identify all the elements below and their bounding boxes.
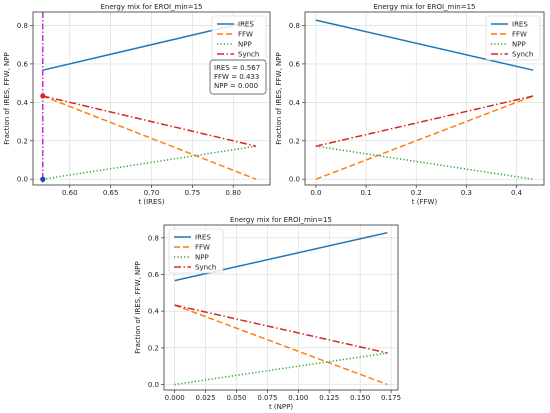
x-tick-label: 0.000	[165, 394, 185, 402]
y-tick-label: 0.6	[289, 60, 301, 68]
x-tick-label: 0.75	[185, 189, 201, 197]
y-tick-label: 0.4	[148, 308, 160, 316]
y-tick-label: 0.8	[289, 22, 300, 30]
y-tick-label: 0.4	[17, 99, 29, 107]
series-line-npp	[315, 145, 534, 180]
y-tick-label: 0.4	[289, 99, 301, 107]
chart-1: 0.60 0.65 0.70 0.75 0.80 0.0 0.2 0.4 0.6 0.8 Energ…	[3, 3, 271, 206]
x-tick-label: 0.050	[226, 394, 246, 402]
legend: IRES FFW NPP Synch	[485, 15, 541, 61]
x-axis-label: t (FFW)	[412, 198, 438, 206]
data-marker	[40, 93, 46, 99]
x-tick-label: 0.70	[144, 189, 160, 197]
y-tick-label: 0.0	[17, 176, 28, 184]
annotation-line: IRES = 0.567	[214, 64, 260, 72]
legend-label: NPP	[195, 254, 209, 262]
x-tick-label: 0.4	[511, 189, 523, 197]
x-tick-label: 0.125	[319, 394, 339, 402]
y-tick-label: 0.8	[148, 234, 159, 242]
legend-label: IRES	[238, 21, 254, 29]
x-axis-label: t (IRES)	[138, 198, 164, 206]
annotation-box	[209, 59, 267, 95]
annotation-line: FFW = 0.433	[214, 73, 259, 81]
x-tick-label: 0.1	[360, 189, 371, 197]
legend: IRES FFW NPP Synch	[168, 228, 224, 274]
series-line-synch	[42, 95, 257, 147]
x-axis-label: t (NPP)	[269, 403, 293, 411]
y-tick-label: 0.6	[148, 271, 160, 279]
legend-label: FFW	[238, 31, 253, 39]
x-tick-label: 0.65	[103, 189, 119, 197]
legend-label: FFW	[195, 244, 210, 252]
x-tick-label: 0.075	[257, 394, 277, 402]
x-tick-label: 0.60	[62, 189, 78, 197]
series-line-synch	[315, 95, 534, 147]
chart-title: Energy mix for EROI_min=15	[373, 3, 475, 11]
chart-title: Energy mix for EROI_min=15	[100, 3, 202, 11]
legend-label: NPP	[512, 41, 526, 49]
x-tick-label: 0.025	[196, 394, 216, 402]
x-tick-label: 0.3	[461, 189, 472, 197]
y-tick-label: 0.2	[148, 344, 159, 352]
x-tick-label: 0.80	[225, 189, 241, 197]
legend-label: FFW	[512, 31, 527, 39]
chart-3: 0.000 0.025 0.050 0.075 0.100 0.125 0.150 0.175…	[134, 216, 401, 411]
annotation-line: NPP = 0.000	[214, 82, 258, 90]
x-tick-label: 0.0	[310, 189, 321, 197]
x-tick-label: 0.150	[350, 394, 370, 402]
chart-2: 0.0 0.1 0.2 0.3 0.4 0.0 0.2 0.4 0.6 0.8 Energy mix…	[275, 3, 545, 206]
y-tick-label: 0.0	[289, 176, 300, 184]
axes-frame	[304, 11, 545, 186]
legend-box	[485, 15, 541, 61]
axes-frame	[163, 224, 399, 391]
x-tick-label: 0.100	[288, 394, 308, 402]
y-tick-label: 0.8	[17, 22, 28, 30]
series-line-ires	[315, 19, 534, 71]
y-axis-label: Fraction of IRES, FFW, NPP	[275, 52, 283, 145]
data-marker	[40, 176, 46, 182]
chart-title: Energy mix for EROI_min=15	[230, 216, 332, 224]
y-axis-label: Fraction of IRES, FFW, NPP	[3, 52, 11, 145]
legend-label: IRES	[512, 21, 528, 29]
series-line-ffw	[315, 95, 534, 180]
legend-label: Synch	[195, 264, 216, 272]
legend-label: Synch	[512, 51, 533, 59]
legend-label: Synch	[238, 51, 259, 59]
series-line-ffw	[42, 95, 257, 180]
x-tick-label: 0.175	[381, 394, 401, 402]
legend-box	[168, 228, 224, 274]
series-line-synch	[174, 304, 388, 354]
legend-label: IRES	[195, 234, 211, 242]
legend: IRES FFW NPP Synch	[211, 15, 267, 61]
legend-label: NPP	[238, 41, 252, 49]
series-line-ffw	[174, 304, 388, 386]
y-axis-label: Fraction of IRES, FFW, NPP	[134, 261, 142, 354]
y-tick-label: 0.2	[17, 137, 28, 145]
y-tick-label: 0.0	[148, 381, 159, 389]
y-tick-label: 0.6	[17, 60, 29, 68]
y-tick-label: 0.2	[289, 137, 300, 145]
x-tick-label: 0.2	[411, 189, 422, 197]
